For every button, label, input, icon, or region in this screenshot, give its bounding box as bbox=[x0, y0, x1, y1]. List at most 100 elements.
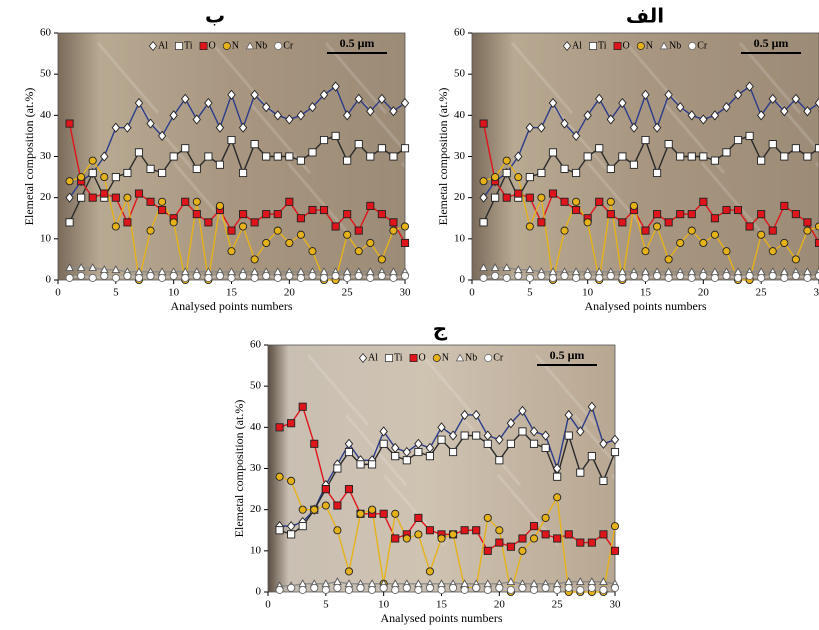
data-point bbox=[239, 271, 248, 280]
legend-label: Al bbox=[572, 40, 582, 51]
data-point bbox=[296, 214, 305, 223]
data-point bbox=[733, 89, 743, 100]
data-point bbox=[583, 271, 592, 280]
data-point bbox=[518, 534, 527, 543]
data-point bbox=[400, 144, 410, 153]
data-point bbox=[699, 152, 708, 161]
data-point bbox=[368, 505, 377, 514]
data-point bbox=[250, 255, 259, 264]
data-point bbox=[710, 214, 719, 223]
data-point bbox=[379, 439, 388, 448]
x-tick-label: 30 bbox=[814, 287, 819, 299]
data-point bbox=[560, 271, 569, 280]
x-tick-label: 25 bbox=[342, 287, 354, 299]
texture bbox=[306, 354, 370, 426]
data-point bbox=[333, 583, 342, 592]
x-axis-label: Analysed points numbers bbox=[585, 299, 707, 313]
data-point bbox=[676, 271, 685, 280]
y-tick-label: 30 bbox=[40, 150, 52, 162]
legend-marker bbox=[659, 41, 669, 50]
data-point bbox=[733, 135, 743, 145]
data-point bbox=[111, 173, 120, 182]
data-point bbox=[333, 526, 342, 535]
data-point bbox=[65, 192, 74, 203]
data-point bbox=[460, 585, 469, 594]
data-point bbox=[366, 152, 375, 161]
data-point bbox=[169, 218, 178, 227]
data-point bbox=[483, 546, 492, 555]
x-tick-label: 15 bbox=[640, 287, 652, 299]
data-point bbox=[780, 201, 789, 210]
data-point bbox=[814, 222, 819, 231]
data-point bbox=[333, 501, 342, 510]
data-point bbox=[308, 101, 317, 113]
data-point bbox=[227, 89, 236, 100]
texture bbox=[776, 102, 819, 154]
data-point bbox=[495, 538, 504, 547]
data-point bbox=[495, 526, 504, 535]
data-point bbox=[134, 189, 144, 198]
data-point bbox=[308, 148, 317, 157]
data-point bbox=[583, 218, 592, 227]
data-point bbox=[275, 526, 284, 535]
data-point bbox=[273, 210, 282, 219]
data-point bbox=[587, 583, 596, 592]
data-point bbox=[377, 93, 387, 104]
data-point bbox=[541, 513, 550, 522]
x-axis-label: Analysed points numbers bbox=[171, 299, 293, 313]
data-point bbox=[425, 452, 434, 461]
data-point bbox=[803, 218, 812, 227]
y-tick-label: 50 bbox=[250, 380, 262, 392]
data-point bbox=[537, 193, 546, 202]
data-point bbox=[529, 522, 539, 531]
data-point bbox=[664, 89, 673, 100]
data-point bbox=[285, 114, 294, 125]
data-point bbox=[537, 122, 546, 133]
data-point bbox=[587, 452, 596, 461]
data-point bbox=[629, 271, 638, 280]
data-point bbox=[483, 513, 492, 522]
data-point bbox=[560, 164, 569, 173]
data-point bbox=[460, 409, 469, 421]
data-point bbox=[343, 210, 352, 219]
data-point bbox=[502, 168, 511, 178]
y-tick-label: 0 bbox=[46, 274, 52, 286]
data-point bbox=[88, 168, 97, 178]
data-point bbox=[319, 205, 329, 215]
data-point bbox=[495, 434, 504, 445]
data-point bbox=[389, 226, 398, 235]
legend-marker bbox=[432, 354, 441, 362]
data-point bbox=[238, 122, 248, 133]
data-point bbox=[780, 152, 789, 161]
series-line bbox=[279, 476, 616, 593]
data-point bbox=[354, 271, 363, 280]
data-point bbox=[88, 263, 98, 271]
data-point bbox=[572, 197, 581, 206]
data-point bbox=[595, 273, 604, 282]
data-point bbox=[100, 151, 109, 162]
data-point bbox=[506, 439, 515, 448]
data-point bbox=[564, 409, 573, 421]
x-axis-label: Analysed points numbers bbox=[381, 611, 503, 625]
x-tick-label: 0 bbox=[55, 287, 61, 299]
data-point bbox=[745, 271, 754, 280]
data-point bbox=[548, 189, 558, 198]
data-point bbox=[158, 205, 167, 215]
chart-title: الف bbox=[626, 4, 664, 28]
data-point bbox=[389, 273, 398, 282]
data-point bbox=[576, 538, 585, 547]
data-point bbox=[506, 585, 515, 594]
legend-marker bbox=[636, 42, 645, 50]
data-point bbox=[414, 585, 423, 594]
data-point bbox=[572, 273, 581, 282]
data-point bbox=[215, 122, 225, 133]
x-tick-label: 0 bbox=[469, 287, 475, 299]
legend-label: Nb bbox=[465, 352, 477, 363]
data-point bbox=[610, 522, 620, 531]
data-point bbox=[514, 189, 523, 198]
data-point bbox=[564, 530, 573, 539]
legend-label: Cr bbox=[697, 40, 708, 51]
data-point bbox=[310, 439, 319, 448]
data-point bbox=[768, 271, 777, 280]
data-point bbox=[803, 273, 812, 282]
